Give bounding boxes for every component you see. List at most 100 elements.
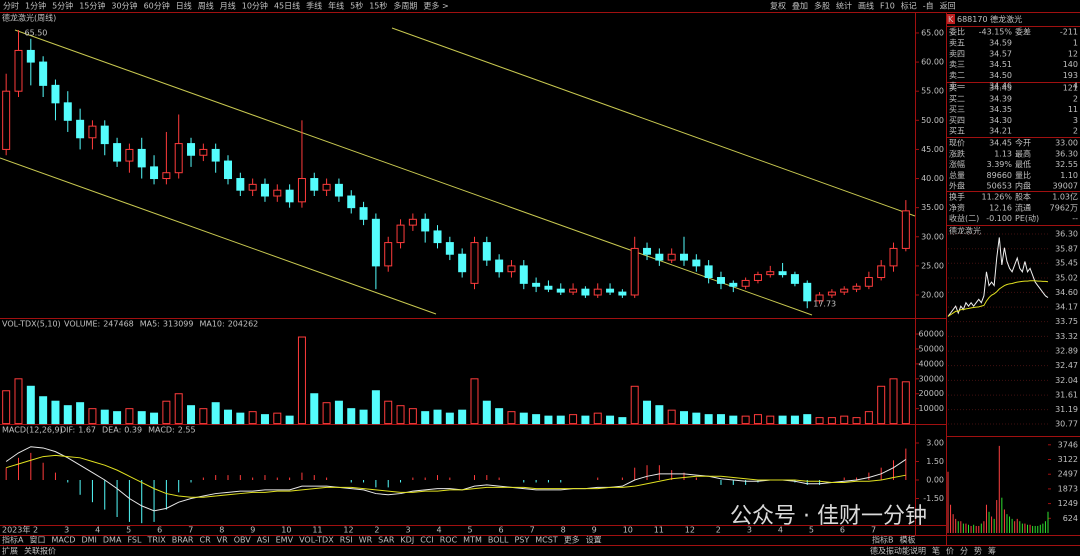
indicator-tab[interactable]: TRIX: [146, 536, 166, 545]
period-tab[interactable]: 分时: [3, 1, 19, 11]
candle-body: [14, 49, 23, 92]
row-label: 最高: [1015, 148, 1031, 158]
period-tab[interactable]: 周线: [198, 1, 214, 11]
indicator-tab[interactable]: 更多: [564, 535, 580, 545]
period-tab[interactable]: 15分钟: [79, 1, 105, 11]
period-tab[interactable]: 45日线: [274, 1, 300, 11]
indicator-tab[interactable]: 设置: [586, 535, 602, 545]
period-tab[interactable]: 月线: [220, 1, 236, 11]
period-tab[interactable]: 15秒: [369, 1, 387, 11]
indicator-tab[interactable]: RSI: [340, 536, 353, 545]
side-tab[interactable]: 筹: [988, 546, 996, 556]
y-tick-label: 31.19: [1055, 405, 1078, 414]
indicator-tab[interactable]: CCI: [420, 536, 434, 545]
y-tick-label: 624: [1063, 514, 1078, 523]
candle-body: [840, 288, 849, 293]
indicator-tab[interactable]: BOLL: [488, 536, 509, 545]
side-tab[interactable]: 势: [974, 546, 982, 556]
indicator-tab[interactable]: 模板: [900, 535, 916, 545]
volume-bar: [162, 400, 171, 425]
bottom-tab[interactable]: 扩展: [2, 546, 18, 556]
side-tab[interactable]: 笔: [932, 546, 940, 556]
indicator-tab[interactable]: DMI: [81, 536, 96, 545]
row-label: 今开: [1015, 138, 1031, 148]
period-tab[interactable]: 10分钟: [242, 1, 268, 11]
row-label: 委比: [949, 27, 965, 37]
tool-button[interactable]: 多股: [814, 1, 830, 11]
x-tick-label: 3: [64, 526, 69, 535]
stat-label: MA10:: [199, 320, 224, 329]
period-tab[interactable]: 5秒: [350, 1, 363, 11]
period-tab[interactable]: 季线: [306, 1, 322, 11]
y-tick-label: 1.50: [926, 457, 944, 466]
candle-body: [322, 183, 331, 191]
tool-button[interactable]: -自: [923, 1, 934, 11]
indicator-tab[interactable]: WR: [359, 536, 373, 545]
indicator-tab[interactable]: DMA: [103, 536, 122, 545]
indicator-tab[interactable]: MACD: [51, 536, 75, 545]
period-tab[interactable]: 年线: [328, 1, 344, 11]
book-volume: 3: [1073, 116, 1078, 125]
side-tab[interactable]: 价: [946, 547, 954, 556]
y-tick-label: 30.00: [921, 232, 944, 241]
tool-button[interactable]: F10: [880, 2, 895, 11]
book-label: 买五: [949, 127, 965, 136]
x-tick-label: 9: [250, 526, 255, 535]
y-tick-label: 32.04: [1055, 376, 1078, 385]
volume-bar: [174, 393, 183, 425]
row-value: 11.26%: [981, 193, 1012, 202]
row-label: 流通: [1015, 202, 1031, 212]
period-tab[interactable]: 1分钟: [25, 1, 46, 11]
candle-body: [100, 125, 109, 145]
indicator-tab[interactable]: KDJ: [400, 536, 414, 545]
tool-button[interactable]: 复权: [770, 1, 786, 11]
indicator-tab[interactable]: 窗口: [29, 535, 45, 545]
tool-button[interactable]: 统计: [836, 1, 852, 11]
indicator-tab[interactable]: BRAR: [172, 536, 194, 545]
indicator-tab[interactable]: OBV: [234, 536, 252, 545]
indicator-tab[interactable]: 指标B: [872, 535, 894, 545]
book-label: 买四: [949, 116, 965, 125]
row-label: PE(动): [1015, 213, 1039, 223]
side-tab[interactable]: 德及振动能说明: [870, 546, 926, 556]
book-volume: 121: [1063, 84, 1078, 93]
tool-button[interactable]: 标记: [901, 1, 917, 11]
candle-body: [285, 189, 294, 203]
side-tab[interactable]: 分: [960, 547, 968, 556]
book-price: 34.59: [989, 39, 1012, 48]
indicator-tab[interactable]: SAR: [378, 536, 395, 545]
indicator-tab[interactable]: EMV: [276, 536, 294, 545]
period-tab[interactable]: 更多 >: [423, 1, 448, 11]
volume-bar: [618, 417, 627, 425]
period-tab[interactable]: 5分钟: [52, 1, 73, 11]
period-tab[interactable]: 60分钟: [144, 1, 170, 11]
period-tab[interactable]: 日线: [176, 1, 192, 11]
indicator-tab[interactable]: ASI: [257, 536, 270, 545]
bottom-tab[interactable]: 关联报价: [24, 546, 56, 556]
period-tab[interactable]: 多周期: [393, 1, 417, 11]
tool-button[interactable]: 叠加: [792, 1, 808, 11]
indicator-tab[interactable]: VOL-TDX: [299, 536, 334, 545]
indicator-tab[interactable]: VR: [217, 536, 228, 545]
tool-button[interactable]: 画线: [858, 1, 874, 11]
indicator-tab[interactable]: FSL: [127, 536, 142, 545]
y-tick-label: 65.00: [921, 28, 944, 37]
indicator-tab[interactable]: 指标A: [2, 535, 24, 545]
x-tick-label: 4: [95, 526, 100, 535]
book-price: 34.50: [989, 71, 1012, 80]
indicator-tab[interactable]: ROC: [440, 536, 458, 545]
tool-button[interactable]: 返回: [940, 2, 956, 11]
indicator-tab[interactable]: MCST: [535, 536, 558, 545]
stat-label: DIF:: [60, 426, 75, 435]
indicator-tab[interactable]: MTM: [463, 536, 482, 545]
candle-body: [630, 247, 639, 296]
candle-body: [187, 143, 196, 156]
period-tab[interactable]: 30分钟: [111, 1, 137, 11]
panel-borders: [0, 12, 1080, 546]
indicator-tab[interactable]: CR: [200, 536, 212, 545]
indicator-tab[interactable]: PSY: [514, 536, 529, 545]
y-tick-label: 32.89: [1055, 347, 1078, 356]
volume-bar: [790, 415, 799, 425]
candle-body: [753, 274, 762, 281]
candle-body: [433, 230, 442, 244]
